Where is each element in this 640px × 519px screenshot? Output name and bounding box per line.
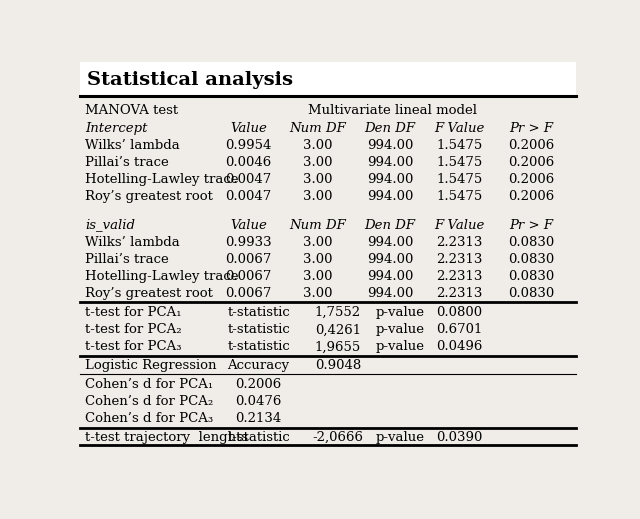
Text: 3.00: 3.00 xyxy=(303,173,333,186)
Text: 0.0390: 0.0390 xyxy=(436,431,483,444)
Text: t-test for PCA₁: t-test for PCA₁ xyxy=(85,306,182,319)
Text: MANOVA test: MANOVA test xyxy=(85,104,178,117)
Text: t-statistic: t-statistic xyxy=(227,431,290,444)
Text: 0.2006: 0.2006 xyxy=(508,156,554,169)
Text: 2.2313: 2.2313 xyxy=(436,270,483,283)
Text: 0.0067: 0.0067 xyxy=(225,288,272,301)
Text: p-value: p-value xyxy=(376,340,424,353)
Text: 0.0046: 0.0046 xyxy=(225,156,272,169)
Text: 0,4261: 0,4261 xyxy=(315,323,361,336)
Text: 0.0830: 0.0830 xyxy=(508,288,554,301)
Text: p-value: p-value xyxy=(376,431,424,444)
Text: 0.6701: 0.6701 xyxy=(436,323,483,336)
Text: t-statistic: t-statistic xyxy=(227,306,290,319)
Text: 1.5475: 1.5475 xyxy=(436,139,483,152)
Text: Pillai’s trace: Pillai’s trace xyxy=(85,156,169,169)
Text: 0.0830: 0.0830 xyxy=(508,270,554,283)
Text: Cohen’s d for PCA₂: Cohen’s d for PCA₂ xyxy=(85,395,213,408)
Text: 1.5475: 1.5475 xyxy=(436,156,483,169)
Text: Num DF: Num DF xyxy=(290,218,346,231)
Text: Intercept: Intercept xyxy=(85,121,147,134)
Text: 2.2313: 2.2313 xyxy=(436,288,483,301)
Text: 0.0067: 0.0067 xyxy=(225,253,272,266)
Text: Cohen’s d for PCA₃: Cohen’s d for PCA₃ xyxy=(85,413,213,426)
Text: Multivariate lineal model: Multivariate lineal model xyxy=(308,104,477,117)
Text: t-test trajectory  lenghts: t-test trajectory lenghts xyxy=(85,431,248,444)
Text: Pillai’s trace: Pillai’s trace xyxy=(85,253,169,266)
Text: 994.00: 994.00 xyxy=(367,270,413,283)
Text: 0.0067: 0.0067 xyxy=(225,270,272,283)
Text: 0.0496: 0.0496 xyxy=(436,340,483,353)
Text: 3.00: 3.00 xyxy=(303,288,333,301)
Text: 0.0800: 0.0800 xyxy=(436,306,483,319)
Text: 0.9048: 0.9048 xyxy=(315,359,361,372)
Text: Den DF: Den DF xyxy=(364,121,415,134)
Text: 1.5475: 1.5475 xyxy=(436,190,483,203)
Text: 1.5475: 1.5475 xyxy=(436,173,483,186)
Text: 994.00: 994.00 xyxy=(367,288,413,301)
Text: is_valid: is_valid xyxy=(85,218,135,231)
Text: 0.2134: 0.2134 xyxy=(236,413,282,426)
Text: 994.00: 994.00 xyxy=(367,156,413,169)
Text: p-value: p-value xyxy=(376,323,424,336)
Text: t-statistic: t-statistic xyxy=(227,340,290,353)
Text: 0.2006: 0.2006 xyxy=(236,378,282,391)
Text: Hotelling-Lawley trace: Hotelling-Lawley trace xyxy=(85,270,239,283)
Text: Pr > F: Pr > F xyxy=(509,218,554,231)
Text: Logistic Regression: Logistic Regression xyxy=(85,359,216,372)
Text: Wilks’ lambda: Wilks’ lambda xyxy=(85,139,180,152)
Text: 994.00: 994.00 xyxy=(367,236,413,249)
Text: 3.00: 3.00 xyxy=(303,236,333,249)
Text: Den DF: Den DF xyxy=(364,218,415,231)
Text: 0.0047: 0.0047 xyxy=(225,190,272,203)
Text: t-test for PCA₃: t-test for PCA₃ xyxy=(85,340,182,353)
Text: Cohen’s d for PCA₁: Cohen’s d for PCA₁ xyxy=(85,378,213,391)
Text: Roy’s greatest root: Roy’s greatest root xyxy=(85,190,213,203)
Text: 0.0476: 0.0476 xyxy=(236,395,282,408)
Text: 3.00: 3.00 xyxy=(303,253,333,266)
Text: 0.2006: 0.2006 xyxy=(508,139,554,152)
Text: F Value: F Value xyxy=(435,121,484,134)
Text: 3.00: 3.00 xyxy=(303,270,333,283)
Text: 0.9954: 0.9954 xyxy=(225,139,272,152)
Text: 994.00: 994.00 xyxy=(367,190,413,203)
Text: 994.00: 994.00 xyxy=(367,253,413,266)
Text: 994.00: 994.00 xyxy=(367,173,413,186)
Text: Roy’s greatest root: Roy’s greatest root xyxy=(85,288,213,301)
Text: F Value: F Value xyxy=(435,218,484,231)
Text: 0.9933: 0.9933 xyxy=(225,236,272,249)
Text: t-statistic: t-statistic xyxy=(227,323,290,336)
Text: Accuracy: Accuracy xyxy=(227,359,290,372)
Text: t-test for PCA₂: t-test for PCA₂ xyxy=(85,323,182,336)
Text: 2.2313: 2.2313 xyxy=(436,253,483,266)
Text: Num DF: Num DF xyxy=(290,121,346,134)
Text: 2.2313: 2.2313 xyxy=(436,236,483,249)
Text: 0.0830: 0.0830 xyxy=(508,236,554,249)
Text: 0.2006: 0.2006 xyxy=(508,190,554,203)
Text: 1,7552: 1,7552 xyxy=(315,306,361,319)
Text: p-value: p-value xyxy=(376,306,424,319)
Text: 3.00: 3.00 xyxy=(303,190,333,203)
Text: Hotelling-Lawley trace: Hotelling-Lawley trace xyxy=(85,173,239,186)
Text: Value: Value xyxy=(230,121,267,134)
Text: Value: Value xyxy=(230,218,267,231)
Text: Wilks’ lambda: Wilks’ lambda xyxy=(85,236,180,249)
Text: Pr > F: Pr > F xyxy=(509,121,554,134)
Text: 1,9655: 1,9655 xyxy=(315,340,361,353)
Text: 0.0047: 0.0047 xyxy=(225,173,272,186)
Text: 3.00: 3.00 xyxy=(303,139,333,152)
Text: 0.2006: 0.2006 xyxy=(508,173,554,186)
Text: Statistical analysis: Statistical analysis xyxy=(88,71,293,89)
Text: 3.00: 3.00 xyxy=(303,156,333,169)
Text: -2,0666: -2,0666 xyxy=(312,431,364,444)
Text: 0.0830: 0.0830 xyxy=(508,253,554,266)
Text: 994.00: 994.00 xyxy=(367,139,413,152)
FancyBboxPatch shape xyxy=(80,62,576,96)
